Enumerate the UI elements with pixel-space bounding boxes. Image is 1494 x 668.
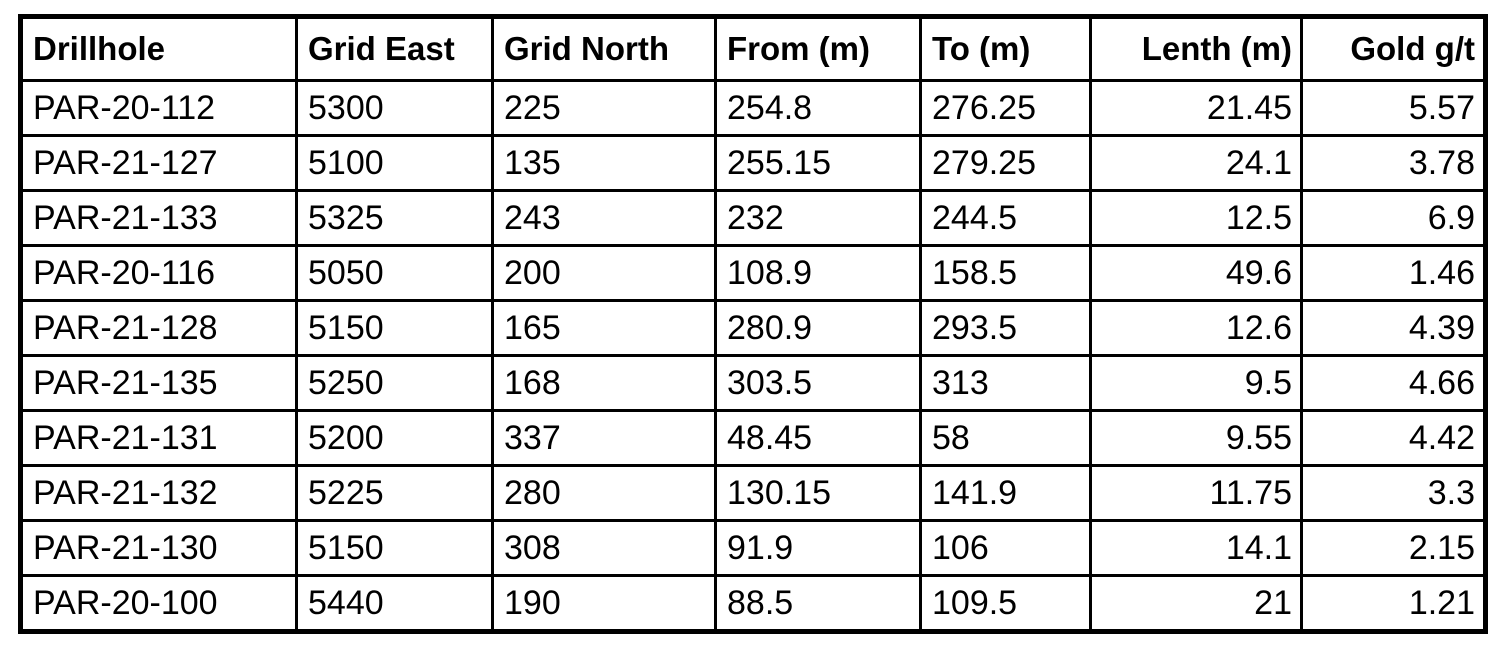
- table-cell: 6.9: [1300, 189, 1487, 247]
- table-cell: 3.3: [1300, 464, 1487, 522]
- table-cell: 3.78: [1300, 134, 1487, 192]
- table-cell: 108.9: [714, 244, 922, 302]
- column-header: Drillhole: [19, 15, 298, 82]
- table-body: PAR-20-112 5300 225 254.8 276.25 21.45 5.57 PAR…: [19, 79, 1487, 633]
- table-cell: 11.75: [1089, 464, 1303, 522]
- table-cell: PAR-21-128: [19, 299, 298, 357]
- table-cell: 1.46: [1300, 244, 1487, 302]
- table-cell: 91.9: [714, 519, 922, 577]
- column-header: Grid North: [491, 15, 717, 82]
- column-header: To (m): [919, 15, 1092, 82]
- table-cell: 48.45: [714, 409, 922, 467]
- table-cell: 276.25: [919, 79, 1092, 137]
- table-cell: 5225: [295, 464, 494, 522]
- table-cell: 5050: [295, 244, 494, 302]
- table-cell: 58: [919, 409, 1092, 467]
- table-cell: 135: [491, 134, 717, 192]
- column-header: Gold g/t: [1300, 15, 1487, 82]
- table-cell: PAR-21-135: [19, 354, 298, 412]
- table-cell: 4.42: [1300, 409, 1487, 467]
- table-cell: 165: [491, 299, 717, 357]
- table-cell: PAR-21-127: [19, 134, 298, 192]
- table-row: PAR-21-132 5225 280 130.15 141.9 11.75 3.3: [19, 464, 1487, 522]
- table-cell: 5250: [295, 354, 494, 412]
- table-cell: 293.5: [919, 299, 1092, 357]
- table-cell: 4.39: [1300, 299, 1487, 357]
- table-cell: 5325: [295, 189, 494, 247]
- table-cell: PAR-21-132: [19, 464, 298, 522]
- table-cell: 5150: [295, 299, 494, 357]
- table-cell: 279.25: [919, 134, 1092, 192]
- table-cell: 200: [491, 244, 717, 302]
- table-row: PAR-21-128 5150 165 280.9 293.5 12.6 4.39: [19, 299, 1487, 357]
- table-cell: 255.15: [714, 134, 922, 192]
- table-cell: 109.5: [919, 574, 1092, 633]
- column-header: Grid East: [295, 15, 494, 82]
- table-cell: 313: [919, 354, 1092, 412]
- table-cell: 2.15: [1300, 519, 1487, 577]
- drillhole-table: Drillhole Grid East Grid North From (m) To (…: [18, 14, 1488, 634]
- table-cell: 49.6: [1089, 244, 1303, 302]
- table-cell: 1.21: [1300, 574, 1487, 633]
- table-cell: 190: [491, 574, 717, 633]
- table-cell: 88.5: [714, 574, 922, 633]
- table-cell: 244.5: [919, 189, 1092, 247]
- table-row: PAR-21-127 5100 135 255.15 279.25 24.1 3.78: [19, 134, 1487, 192]
- table-cell: 243: [491, 189, 717, 247]
- table-cell: 9.55: [1089, 409, 1303, 467]
- table-cell: 168: [491, 354, 717, 412]
- table-cell: 225: [491, 79, 717, 137]
- table-cell: 5300: [295, 79, 494, 137]
- table-cell: 12.6: [1089, 299, 1303, 357]
- table-cell: PAR-20-112: [19, 79, 298, 137]
- table-cell: 21: [1089, 574, 1303, 633]
- table-row: PAR-21-133 5325 243 232 244.5 12.5 6.9: [19, 189, 1487, 247]
- table-cell: PAR-20-116: [19, 244, 298, 302]
- table-cell: 9.5: [1089, 354, 1303, 412]
- header-row: Drillhole Grid East Grid North From (m) To (…: [19, 15, 1487, 82]
- table-row: PAR-20-100 5440 190 88.5 109.5 21 1.21: [19, 574, 1487, 633]
- table-cell: 280.9: [714, 299, 922, 357]
- table-cell: 337: [491, 409, 717, 467]
- table-cell: 130.15: [714, 464, 922, 522]
- table-cell: 21.45: [1089, 79, 1303, 137]
- table-cell: 141.9: [919, 464, 1092, 522]
- table-cell: 5.57: [1300, 79, 1487, 137]
- table-cell: PAR-21-130: [19, 519, 298, 577]
- table-row: PAR-21-135 5250 168 303.5 313 9.5 4.66: [19, 354, 1487, 412]
- table-cell: 308: [491, 519, 717, 577]
- table-cell: PAR-21-133: [19, 189, 298, 247]
- table-cell: 254.8: [714, 79, 922, 137]
- table-cell: 12.5: [1089, 189, 1303, 247]
- table-cell: 5150: [295, 519, 494, 577]
- table-cell: 232: [714, 189, 922, 247]
- table-row: PAR-20-112 5300 225 254.8 276.25 21.45 5.57: [19, 79, 1487, 137]
- table-cell: 5440: [295, 574, 494, 633]
- table-cell: 24.1: [1089, 134, 1303, 192]
- table-row: PAR-21-131 5200 337 48.45 58 9.55 4.42: [19, 409, 1487, 467]
- table-cell: PAR-21-131: [19, 409, 298, 467]
- table-cell: 106: [919, 519, 1092, 577]
- column-header: Lenth (m): [1089, 15, 1303, 82]
- table-cell: PAR-20-100: [19, 574, 298, 633]
- table-cell: 4.66: [1300, 354, 1487, 412]
- table-cell: 280: [491, 464, 717, 522]
- table-cell: 5200: [295, 409, 494, 467]
- table-cell: 14.1: [1089, 519, 1303, 577]
- table-row: PAR-21-130 5150 308 91.9 106 14.1 2.15: [19, 519, 1487, 577]
- column-header: From (m): [714, 15, 922, 82]
- table-cell: 5100: [295, 134, 494, 192]
- table-row: PAR-20-116 5050 200 108.9 158.5 49.6 1.46: [19, 244, 1487, 302]
- table-cell: 303.5: [714, 354, 922, 412]
- table-cell: 158.5: [919, 244, 1092, 302]
